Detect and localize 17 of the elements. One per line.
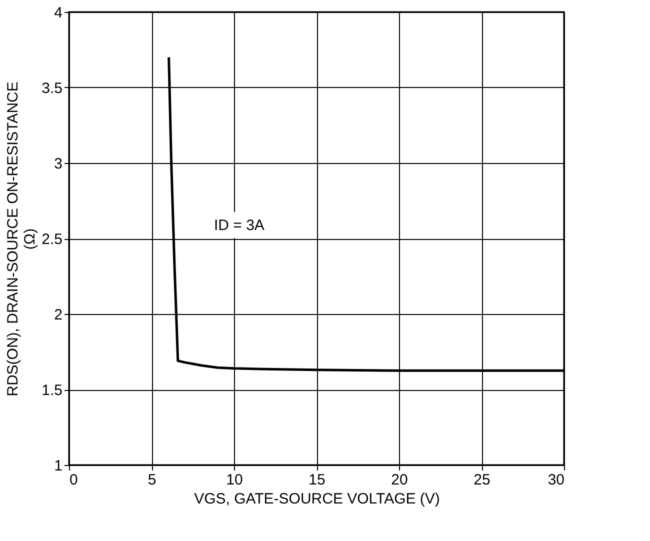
x-tick-label: 20 (391, 472, 408, 488)
x-tick-label: 30 (548, 472, 564, 488)
y-tick-label: 3 (54, 156, 62, 172)
x-axis-title: VGS, GATE-SOURCE VOLTAGE (V) (194, 490, 440, 508)
x-tick-label: 25 (474, 472, 490, 488)
y-tick-label: 2.5 (42, 231, 62, 248)
y-tick-label: 4 (54, 4, 62, 22)
x-tick-label: 15 (308, 472, 326, 488)
x-tick-label: 5 (148, 472, 156, 488)
annotation: ID = 3A (214, 217, 264, 234)
y-tick-label: 1.5 (42, 382, 62, 399)
x-tick-label: 10 (226, 472, 243, 488)
y-tick-label: 2 (54, 306, 62, 324)
y-axis-title: RDS(ON), DRAIN-SOURCE ON-RESISTANCE (Ω) (4, 82, 39, 396)
x-tick-label: 0 (70, 472, 78, 488)
y-tick-label: 1 (54, 458, 62, 474)
y-tick-label: 3.5 (42, 80, 62, 97)
